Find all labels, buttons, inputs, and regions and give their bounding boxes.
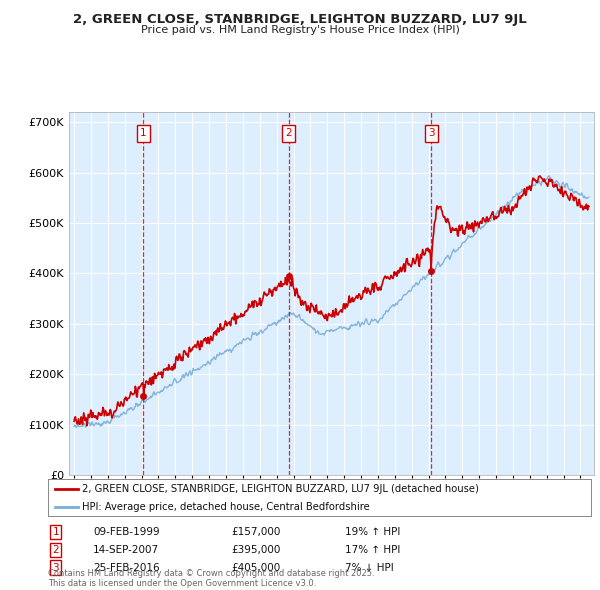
Text: 1: 1: [140, 129, 147, 139]
Text: £405,000: £405,000: [231, 563, 280, 572]
Text: HPI: Average price, detached house, Central Bedfordshire: HPI: Average price, detached house, Cent…: [82, 502, 370, 512]
Text: Contains HM Land Registry data © Crown copyright and database right 2025.
This d: Contains HM Land Registry data © Crown c…: [48, 569, 374, 588]
Text: 7% ↓ HPI: 7% ↓ HPI: [345, 563, 394, 572]
Text: £157,000: £157,000: [231, 527, 280, 537]
Text: 3: 3: [52, 563, 59, 572]
Text: 2, GREEN CLOSE, STANBRIDGE, LEIGHTON BUZZARD, LU7 9JL: 2, GREEN CLOSE, STANBRIDGE, LEIGHTON BUZ…: [73, 13, 527, 26]
Text: £395,000: £395,000: [231, 545, 280, 555]
Text: 25-FEB-2016: 25-FEB-2016: [93, 563, 160, 572]
Text: 19% ↑ HPI: 19% ↑ HPI: [345, 527, 400, 537]
Text: 2: 2: [286, 129, 292, 139]
Text: 2: 2: [52, 545, 59, 555]
Text: Price paid vs. HM Land Registry's House Price Index (HPI): Price paid vs. HM Land Registry's House …: [140, 25, 460, 35]
Text: 17% ↑ HPI: 17% ↑ HPI: [345, 545, 400, 555]
Text: 1: 1: [52, 527, 59, 537]
Text: 09-FEB-1999: 09-FEB-1999: [93, 527, 160, 537]
Text: 2, GREEN CLOSE, STANBRIDGE, LEIGHTON BUZZARD, LU7 9JL (detached house): 2, GREEN CLOSE, STANBRIDGE, LEIGHTON BUZ…: [82, 484, 479, 494]
Text: 3: 3: [428, 129, 434, 139]
Text: 14-SEP-2007: 14-SEP-2007: [93, 545, 159, 555]
